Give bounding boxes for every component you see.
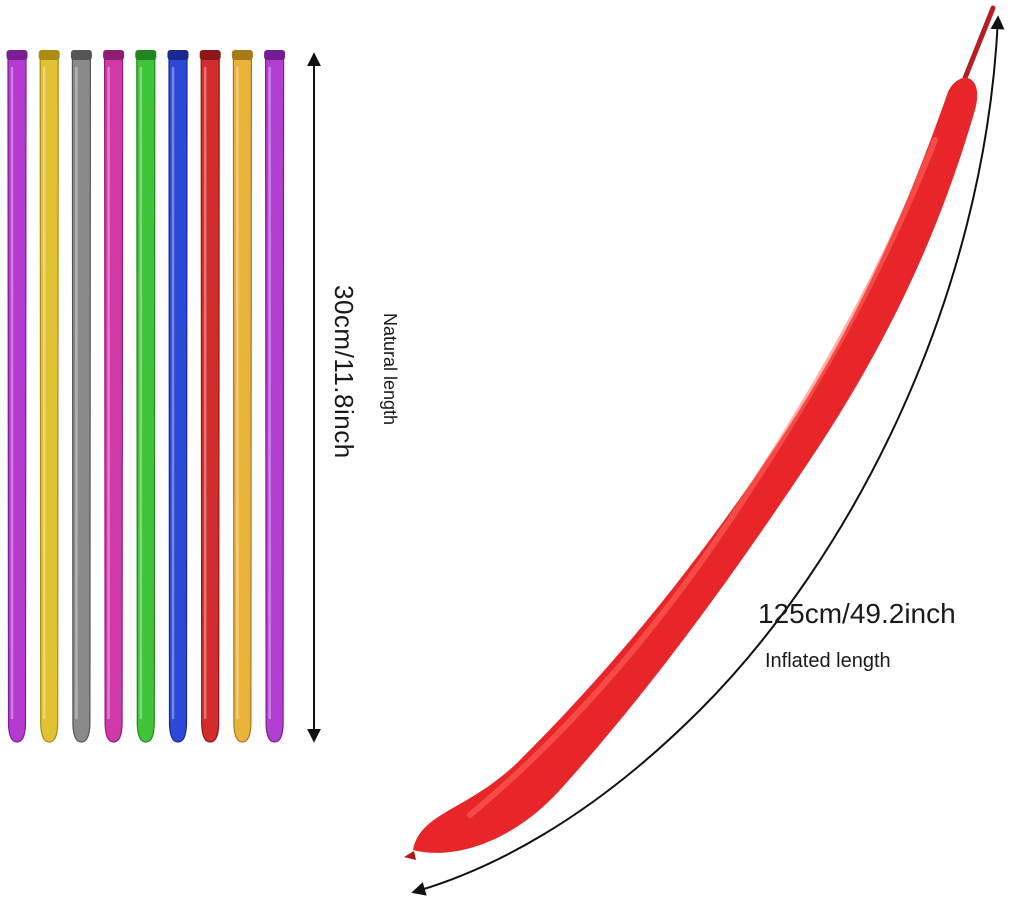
uninflated-balloons-group <box>6 50 286 743</box>
uninflated-balloon-lip <box>264 50 286 60</box>
uninflated-balloon-lip <box>6 50 28 60</box>
uninflated-balloon-lip <box>135 50 157 60</box>
uninflated-balloon-body <box>136 57 156 743</box>
inflated-balloon-tail <box>962 5 996 81</box>
uninflated-balloon-body <box>200 57 220 743</box>
inflated-balloon-knot <box>404 851 416 860</box>
uninflated-balloon-red <box>199 50 221 743</box>
inflated-length-measurement: 125cm/49.2inch <box>758 598 956 629</box>
uninflated-balloon-yellow <box>38 50 60 743</box>
uninflated-balloon-lip <box>70 50 92 60</box>
uninflated-balloon-lip <box>103 50 125 60</box>
uninflated-balloon-green <box>135 50 157 743</box>
uninflated-balloon-body <box>232 57 253 743</box>
inflated-balloon-body <box>413 77 978 853</box>
uninflated-balloon-body <box>39 57 59 743</box>
uninflated-balloon-body <box>264 57 285 743</box>
uninflated-balloon-lip <box>38 50 60 60</box>
uninflated-balloon-lip <box>167 50 189 60</box>
uninflated-balloon-body <box>71 57 92 743</box>
natural-length-measurement: 30cm/11.8inch <box>329 285 359 459</box>
uninflated-balloon-gold <box>231 50 253 743</box>
uninflated-balloon-violet <box>264 50 286 743</box>
uninflated-balloon-body <box>168 57 188 743</box>
uninflated-balloon-lip <box>231 50 253 60</box>
uninflated-balloon-body <box>7 57 27 743</box>
uninflated-balloon-silver <box>70 50 92 743</box>
inflated-balloon <box>404 5 996 860</box>
inflated-balloon-highlight <box>467 137 938 818</box>
uninflated-balloon-magenta <box>103 50 125 743</box>
inflated-length-arrow <box>411 15 1005 896</box>
uninflated-balloon-blue <box>167 50 189 743</box>
uninflated-balloon-body <box>103 57 124 743</box>
natural-length-caption: Natural length <box>380 313 400 426</box>
uninflated-balloon-lip <box>199 50 221 60</box>
uninflated-balloon-purple <box>6 50 28 743</box>
inflated-length-caption: Inflated length <box>765 650 891 672</box>
